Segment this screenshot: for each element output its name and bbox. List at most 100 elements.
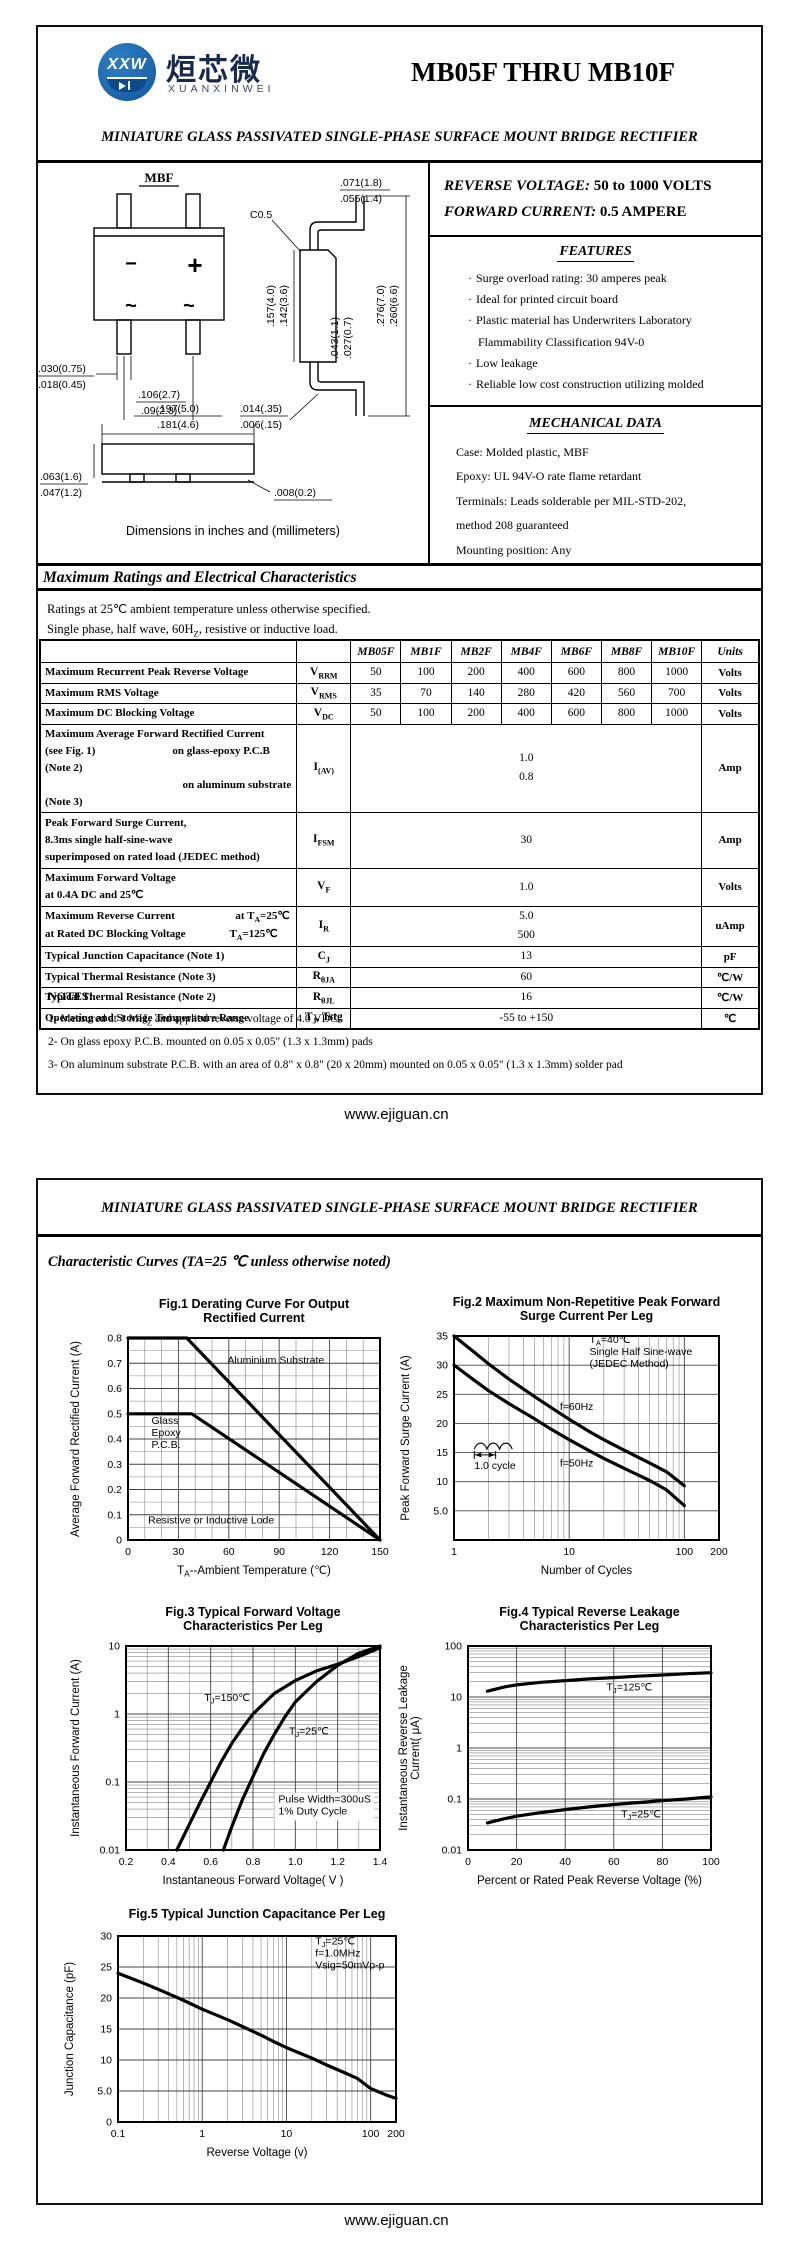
units-cell: Volts: [701, 867, 760, 907]
right-column: REVERSE VOLTAGE: 50 to 1000 VOLTS FORWAR…: [428, 160, 761, 563]
ratings-row: Maximum Recurrent Peak Reverse Voltage VR…: [39, 662, 760, 684]
chart-annotation: Epoxy: [152, 1427, 182, 1439]
reverse-voltage-spec: REVERSE VOLTAGE: 50 to 1000 VOLTS: [444, 178, 712, 194]
note-item: 1- Measured at 1 MHZ and applied reverse…: [48, 1013, 341, 1028]
note-item: 2- On glass epoxy P.C.B. mounted on 0.05…: [48, 1036, 373, 1049]
dim-label: .260(6.6): [388, 285, 400, 327]
ratings-row: Maximum RMS Voltage VRMS 35 70 140 280 420 560 7…: [39, 682, 760, 705]
dim-label: .197(5.0): [157, 403, 199, 415]
x-tick-label: 0.8: [246, 1856, 261, 1868]
chart-annotation: Aluminium Substrate: [227, 1354, 324, 1366]
x-tick-label: 120: [321, 1546, 339, 1558]
bottom-dimensions: .197(5.0) .181(4.6) .063(1.6) .047(1.2) …: [40, 403, 332, 501]
units-cell: Volts: [701, 682, 760, 705]
chart-annotation: 1% Duty Cycle: [278, 1805, 347, 1817]
feature-item: · Ideal for printed circuit board: [468, 291, 618, 306]
dimensions-caption: Dimensions in inches and (millimeters): [126, 524, 340, 538]
chart-annotation: Pulse Width=300uS: [278, 1793, 371, 1805]
y-axis-label: Instantaneous Forward Current (A): [70, 1659, 82, 1837]
x-tick-label: 1.0: [288, 1856, 303, 1868]
symbol-cell: IFSM: [296, 811, 352, 869]
symbol-cell: VDC: [296, 703, 352, 725]
fig2-surge-current-chart: 1 10 100 200 5.0 10 15 20 25 30 35 Number of Cycles…: [400, 1295, 728, 1577]
x-tick-label: 30: [173, 1546, 185, 1558]
x-tick-label: 40: [559, 1856, 571, 1868]
y-tick-label: 0.3: [107, 1459, 122, 1471]
x-tick-label: 0: [465, 1856, 471, 1868]
y-tick-label: 30: [436, 1360, 448, 1372]
chart-title: Fig.1 Derating Curve For Output: [159, 1297, 350, 1311]
y-tick-label: 0.7: [107, 1358, 122, 1370]
chart-annotation: (JEDEC Method): [589, 1358, 668, 1370]
chart-annotation: P.C.B.: [152, 1439, 181, 1451]
chart-annotation: f=60Hz: [560, 1401, 594, 1413]
ratings-condition: Ratings at 25℃ ambient temperature unles…: [47, 602, 371, 616]
dim-label: .018(0.45): [38, 379, 86, 391]
value-cell: 200: [450, 703, 502, 725]
ratings-condition: Single phase, half wave, 60HZ, resistive…: [47, 622, 338, 639]
dim-label: .055(1.4): [340, 193, 382, 205]
dim-label: .157(4.0): [265, 285, 277, 327]
brand-logo-icon: XXW: [98, 43, 156, 101]
parameter-cell: Maximum Recurrent Peak Reverse Voltage: [39, 662, 298, 684]
dim-label: .047(1.2): [40, 487, 82, 499]
units-cell: ℃: [701, 1007, 760, 1030]
chart-annotation: TJ​=25℃: [621, 1809, 661, 1823]
x-tick-label: 0: [125, 1546, 131, 1558]
dim-label: .008(0.2): [274, 487, 316, 499]
symbol-cell: VF: [296, 867, 352, 907]
y-tick-label: 0.1: [107, 1509, 122, 1521]
features-title: FEATURES: [557, 244, 634, 262]
y-tick-label: 10: [450, 1692, 462, 1704]
ratings-row: Typical Thermal Resistance (Note 2) RθJL 1…: [39, 987, 760, 1009]
units-cell: Amp: [701, 723, 760, 813]
dim-label: .181(4.6): [157, 419, 199, 431]
subtitle: MINIATURE GLASS PASSIVATED SINGLE-PHASE …: [38, 129, 761, 163]
ratings-row: Maximum Average Forward Rectified Curren…: [39, 723, 760, 813]
series-Glass Epoxy P.C.B.: [126, 1412, 382, 1542]
mechanical-data-line: method 208 guaranteed: [456, 518, 569, 533]
y-tick-label: 100: [444, 1641, 462, 1653]
x-tick-label: 60: [223, 1546, 235, 1558]
footer-url: www.ejiguan.cn: [344, 1106, 449, 1123]
parameter-cell: Maximum Forward Voltage at 0.4A DC and 25…: [39, 867, 298, 907]
units-cell: pF: [701, 945, 760, 968]
value-cell: 1000: [651, 703, 703, 725]
units-header-cell: Units: [701, 639, 760, 663]
value-cell: 400: [500, 703, 552, 725]
value-span-cell: 13: [350, 945, 703, 968]
feature-item: · Low leakage: [468, 355, 538, 370]
chart-annotation: Single Half Sine-wave: [589, 1346, 692, 1358]
x-tick-label: 80: [657, 1856, 669, 1868]
chart-annotation: TJ​=25℃: [289, 1725, 329, 1739]
value-span-cell: 1.0: [350, 867, 703, 907]
features-section: FEATURES · Surge overload rating: 30 ampe…: [430, 237, 761, 407]
symbol-cell: RθJA: [296, 966, 352, 989]
y-tick-label: 0.01: [100, 1845, 121, 1857]
header-blank-cell: [39, 639, 298, 663]
y-tick-label: 0.4: [107, 1434, 122, 1446]
symbol-cell: I(AV): [296, 723, 352, 813]
x-axis-label: Instantaneous Forward Voltage( V ): [163, 1875, 344, 1887]
parameter-cell: Typical Thermal Resistance (Note 2): [39, 987, 298, 1009]
value-cell: 800: [600, 662, 653, 684]
ratings-table-wrap: MB05F MB1F MB2F MB4F MB6F MB8F MB10F Units Maxi…: [39, 639, 760, 1031]
y-axis-label: Junction Capacitance (pF): [64, 1962, 76, 2096]
parameter-cell: Typical Junction Capacitance (Note 1): [39, 945, 298, 968]
x-tick-label: 10: [563, 1546, 575, 1558]
value-span-cell: 1.0 0.8: [350, 723, 703, 813]
value-cell: 50: [350, 703, 402, 725]
device-header-cell: MB10F: [651, 639, 703, 663]
x-tick-label: 0.4: [161, 1856, 176, 1868]
y-tick-label: 30: [100, 1931, 112, 1943]
y-tick-label: 0.1: [447, 1794, 462, 1806]
chart-annotation: TJ​=25℃: [315, 1936, 355, 1950]
units-cell: Amp: [701, 811, 760, 869]
plus-mark: +: [187, 250, 202, 280]
chart-title: Characteristics Per Leg: [520, 1619, 660, 1633]
dim-label: .027(0.7): [342, 317, 354, 359]
value-cell: 400: [500, 662, 552, 684]
x-tick-label: 60: [608, 1856, 620, 1868]
parameter-cell: Maximum DC Blocking Voltage: [39, 703, 298, 725]
